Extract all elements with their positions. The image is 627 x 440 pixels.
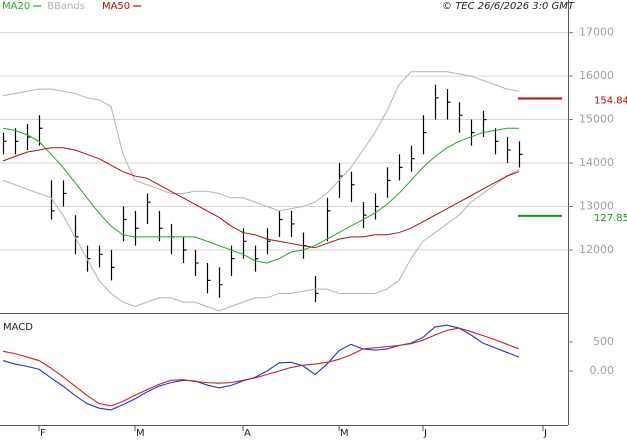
y-tick-label: 14000 (579, 156, 614, 169)
y-tick-label: 13000 (579, 199, 614, 212)
indicator-line (2, 147, 520, 249)
macd-title: MACD (3, 322, 33, 333)
chart-title: © TEC 26/6/2026 3:0 GMT (442, 1, 575, 12)
level-label: 154.84 (594, 96, 627, 107)
y-tick-label: 12000 (579, 243, 614, 256)
macd-line (2, 327, 520, 407)
y-tick-label: 500 (593, 335, 614, 348)
legend-entry: MA20 (2, 1, 30, 12)
x-tick-label: M (136, 428, 145, 439)
x-tick-label: A (244, 428, 251, 439)
legend-entry: BBands (47, 1, 85, 12)
x-tick-label: J (543, 428, 547, 439)
macd-line (2, 324, 520, 411)
indicator-line (2, 127, 519, 264)
level-label: 127.85 (594, 213, 627, 224)
x-tick-label: M (340, 428, 349, 439)
indicator-line (2, 169, 520, 312)
y-tick-label: 15000 (579, 113, 614, 126)
x-tick-label: F (40, 428, 46, 439)
legend-entry: MA50 (102, 1, 130, 12)
indicator-line (2, 71, 520, 212)
y-tick-label: 0.00 (590, 364, 615, 377)
y-tick-label: 16000 (579, 69, 614, 82)
x-tick-label: J (423, 428, 427, 439)
y-tick-label: 17000 (579, 26, 614, 39)
